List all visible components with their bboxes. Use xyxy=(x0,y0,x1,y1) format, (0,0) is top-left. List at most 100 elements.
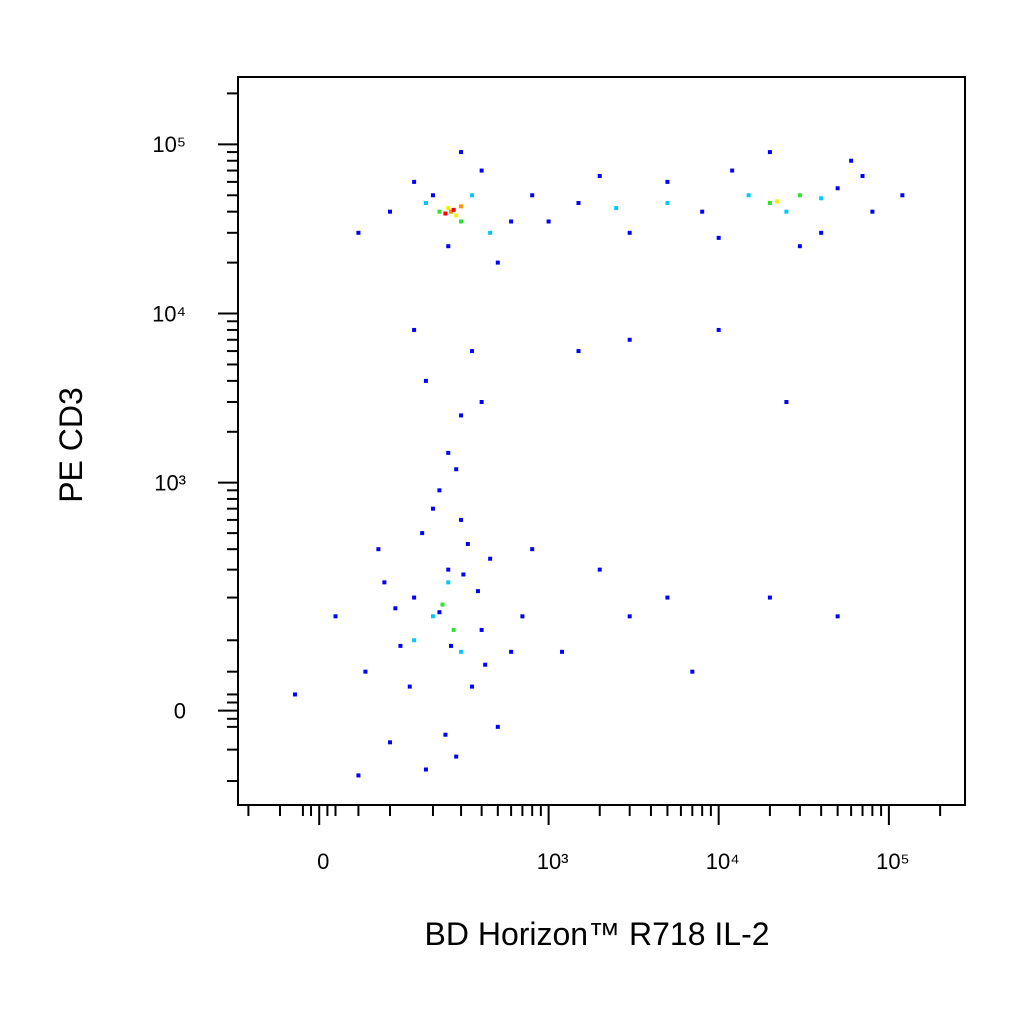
data-point xyxy=(333,614,338,619)
data-point xyxy=(716,235,721,240)
data-point xyxy=(446,206,451,211)
data-point xyxy=(437,610,442,615)
x-tick-label: 10³ xyxy=(537,849,569,874)
data-point xyxy=(412,638,417,643)
data-point xyxy=(465,541,470,546)
data-point xyxy=(797,193,802,198)
data-point xyxy=(459,219,464,224)
data-point xyxy=(376,547,381,552)
x-tick-label: 10⁴ xyxy=(706,849,740,874)
data-point xyxy=(597,567,602,572)
data-point xyxy=(356,230,361,235)
data-point xyxy=(784,400,789,405)
y-tick-label: 10³ xyxy=(154,470,186,495)
data-point xyxy=(454,213,459,218)
data-point xyxy=(900,193,905,198)
y-tick-label: 0 xyxy=(174,698,186,723)
data-point xyxy=(614,206,619,211)
data-point xyxy=(488,230,493,235)
data-point xyxy=(690,669,695,674)
data-point xyxy=(446,450,451,455)
data-point xyxy=(665,201,670,206)
plot-frame xyxy=(237,76,966,806)
data-point xyxy=(479,168,484,173)
data-point xyxy=(870,209,875,214)
data-point xyxy=(293,692,298,697)
data-point xyxy=(495,260,500,265)
data-point xyxy=(451,207,456,212)
data-point xyxy=(451,627,456,632)
data-point xyxy=(665,179,670,184)
y-tick-label: 10⁵ xyxy=(152,132,186,157)
x-tick-label: 10⁵ xyxy=(876,849,910,874)
data-point xyxy=(716,327,721,332)
data-point xyxy=(730,168,735,173)
data-point xyxy=(576,349,581,354)
data-point xyxy=(784,209,789,214)
data-point xyxy=(446,567,451,572)
data-point xyxy=(470,684,475,689)
data-point xyxy=(430,506,435,511)
data-point xyxy=(423,201,428,206)
data-point xyxy=(446,580,451,585)
data-point xyxy=(530,547,535,552)
data-point xyxy=(398,643,403,648)
data-point xyxy=(470,349,475,354)
data-point xyxy=(446,244,451,249)
data-point xyxy=(746,193,751,198)
data-point xyxy=(835,614,840,619)
data-point xyxy=(454,754,459,759)
data-point xyxy=(483,662,488,667)
data-point xyxy=(530,193,535,198)
data-point xyxy=(423,378,428,383)
data-point xyxy=(412,327,417,332)
data-point xyxy=(495,724,500,729)
data-point xyxy=(509,219,514,224)
data-point xyxy=(423,767,428,772)
data-point xyxy=(459,649,464,654)
data-point xyxy=(560,649,565,654)
data-point xyxy=(443,732,448,737)
data-point xyxy=(356,773,361,778)
data-point xyxy=(520,614,525,619)
data-point xyxy=(774,199,779,204)
y-axis-title: PE CD3 xyxy=(53,387,89,503)
data-point xyxy=(443,211,448,216)
data-point xyxy=(437,488,442,493)
data-point xyxy=(459,204,464,209)
data-point xyxy=(440,602,445,607)
data-point xyxy=(388,209,393,214)
data-point xyxy=(412,179,417,184)
data-point xyxy=(860,173,865,178)
data-point xyxy=(420,531,425,536)
data-point xyxy=(475,589,480,594)
data-point xyxy=(459,413,464,418)
data-point xyxy=(546,219,551,224)
data-point xyxy=(363,669,368,674)
data-point xyxy=(627,230,632,235)
data-point xyxy=(849,158,854,163)
data-point xyxy=(437,209,442,214)
data-point xyxy=(459,517,464,522)
data-point xyxy=(479,400,484,405)
data-point xyxy=(407,684,412,689)
data-point xyxy=(665,595,670,600)
data-point xyxy=(767,150,772,155)
x-tick-label: 0 xyxy=(317,849,329,874)
data-point xyxy=(835,186,840,191)
data-point xyxy=(819,230,824,235)
data-point xyxy=(479,627,484,632)
x-axis-title: BD Horizon™ R718 IL-2 xyxy=(424,916,769,952)
data-point xyxy=(430,193,435,198)
data-point xyxy=(700,209,705,214)
data-point xyxy=(412,595,417,600)
data-point xyxy=(430,614,435,619)
data-point xyxy=(627,337,632,342)
data-point xyxy=(470,193,475,198)
data-point xyxy=(509,649,514,654)
data-point xyxy=(767,201,772,206)
data-point xyxy=(597,173,602,178)
data-point xyxy=(767,595,772,600)
